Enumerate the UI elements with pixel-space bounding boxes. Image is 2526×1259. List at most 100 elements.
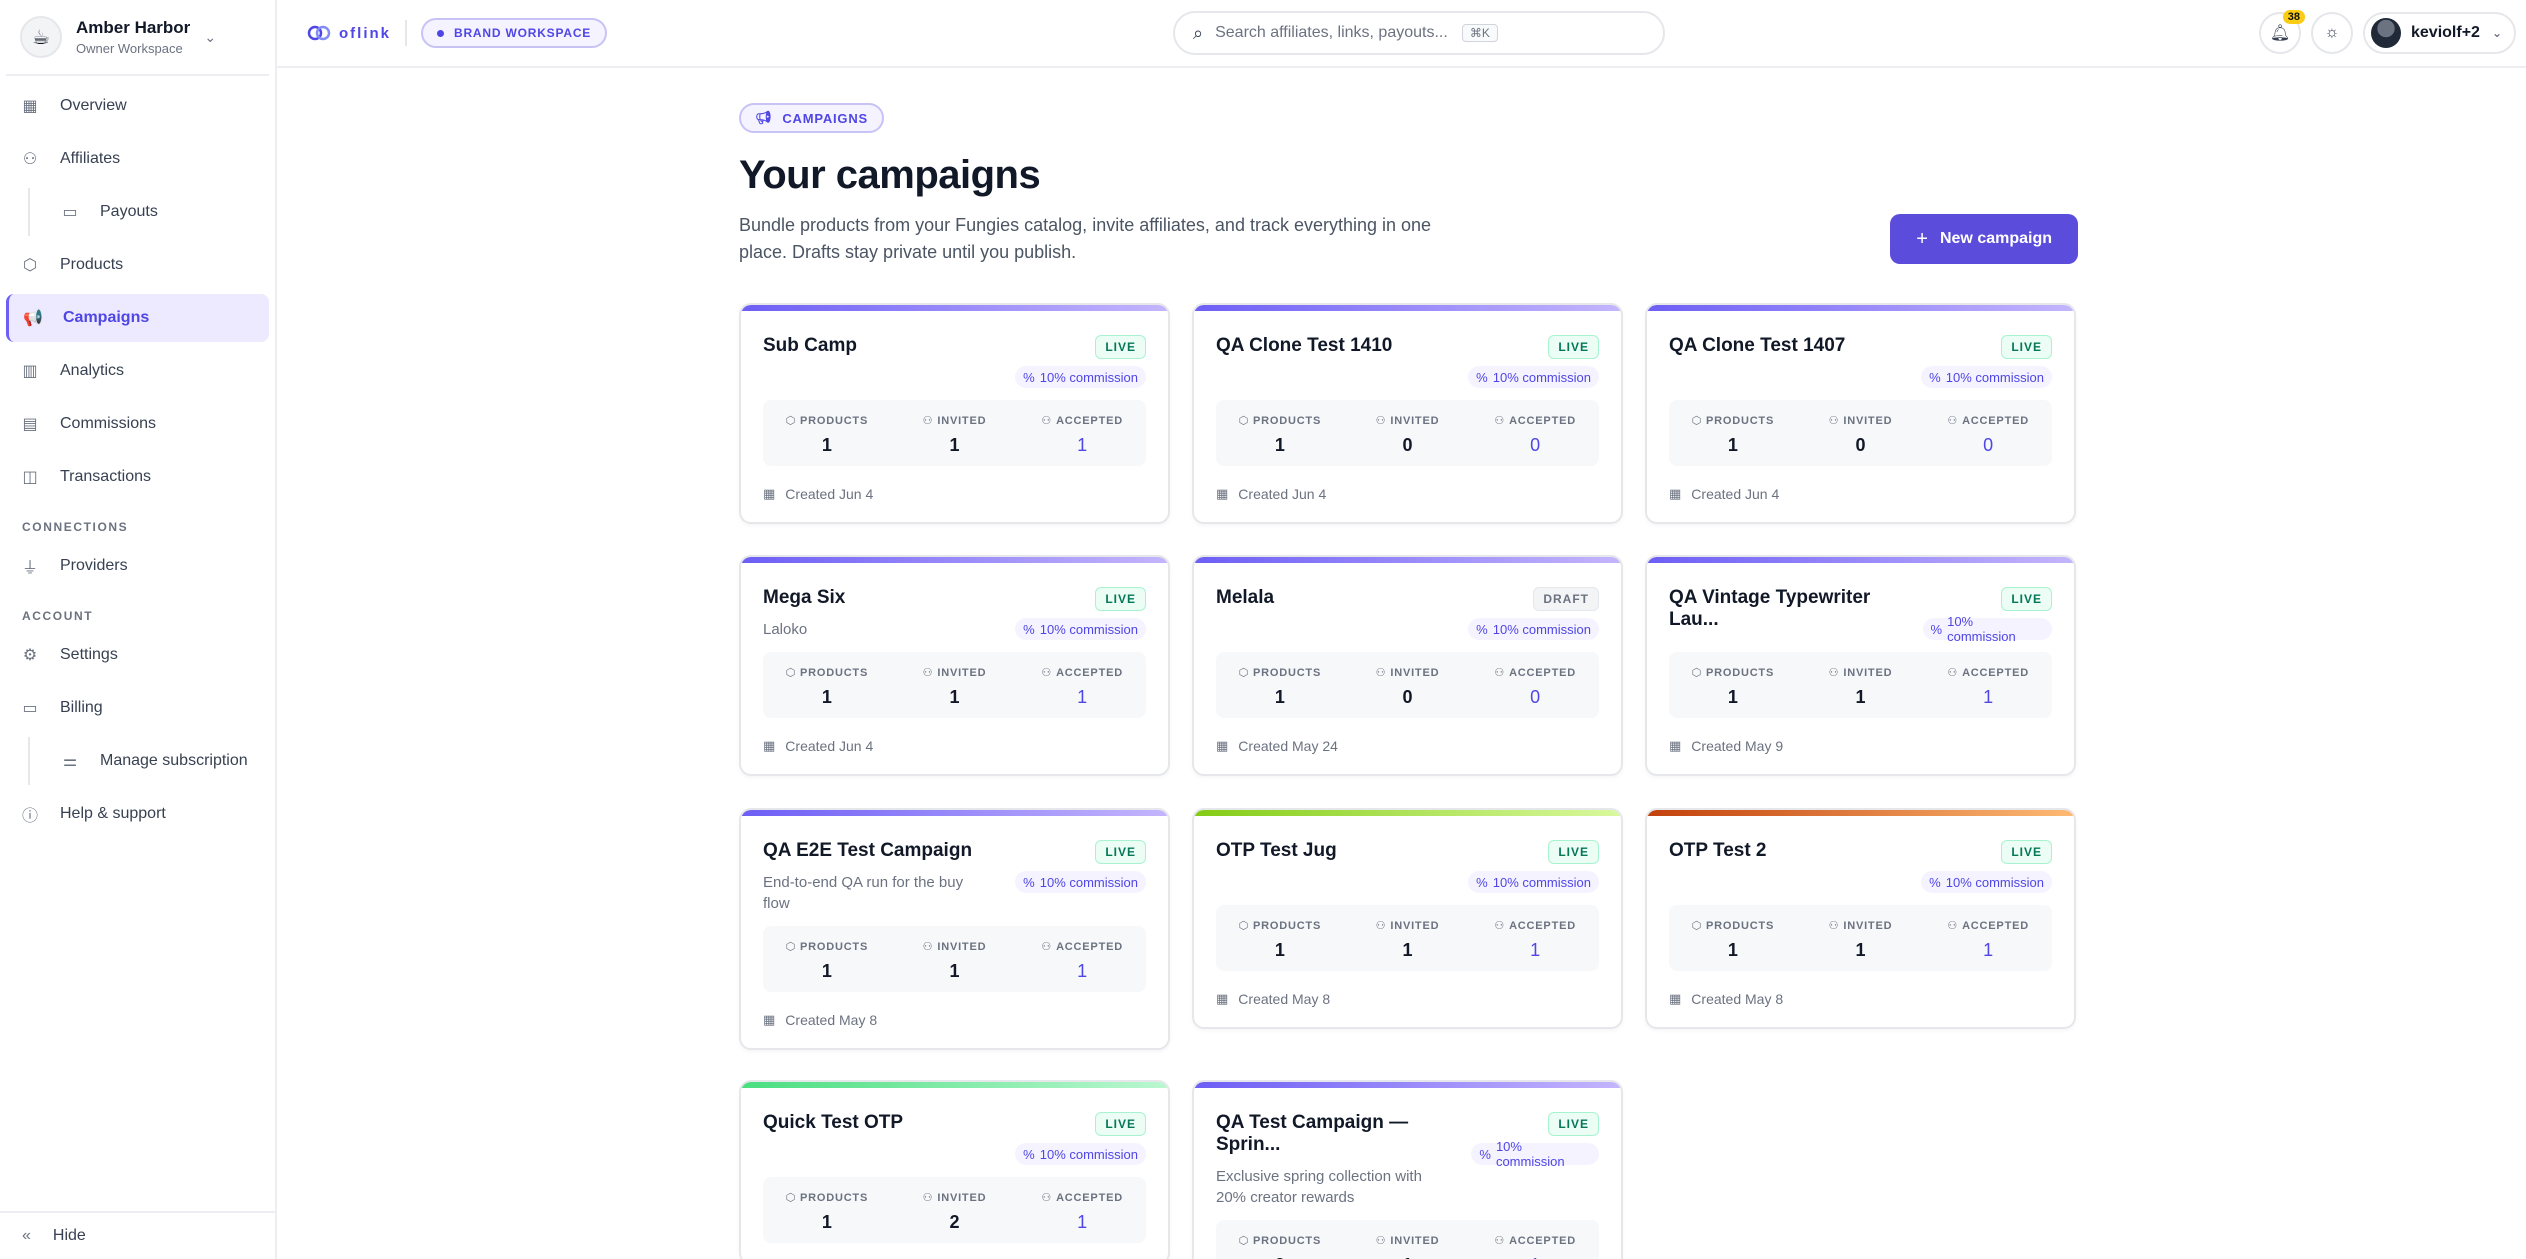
help-circle-icon: ⓘ (21, 808, 38, 825)
stat-products: ⬡ PRODUCTS 1 (1216, 414, 1344, 456)
search-shortcut: ⌘K (1461, 24, 1498, 42)
search-placeholder: Search affiliates, links, payouts... (1215, 24, 1448, 41)
hide-sidebar-button[interactable]: « Hide (0, 1211, 275, 1259)
stat-label: PRODUCTS (799, 415, 869, 427)
stat-label: INVITED (1390, 1235, 1440, 1247)
stat-value: 1 (1274, 435, 1285, 455)
campaign-card[interactable]: Melala DRAFT % 10% commission ⬡ PRODUCTS 1… (1192, 555, 1623, 776)
users-icon: ⚇ (1828, 920, 1840, 932)
sidebar-item-payouts[interactable]: ▭ Payouts (28, 188, 269, 236)
campaign-card[interactable]: OTP Test Jug LIVE % 10% commission ⬡ PRODU… (1192, 808, 1623, 1029)
commission-label: 10% commission (1945, 874, 2044, 890)
workspace-switcher[interactable]: ☕ Amber Harbor Owner Workspace ⌄ (6, 0, 269, 76)
created-date: ▦ Created May 8 (1216, 991, 1599, 1007)
credit-card-icon: ▭ (22, 700, 38, 717)
avatar (2371, 18, 2401, 48)
brand-workspace-pill[interactable]: BRAND WORKSPACE (421, 18, 608, 48)
stat-value: 1 (1855, 940, 1866, 960)
logo-text: oflink (339, 24, 391, 42)
created-date: ▦ Created Jun 4 (763, 738, 1146, 754)
stat-value: 1 (821, 1212, 832, 1232)
sidebar-item-commissions[interactable]: ▤ Commissions (6, 400, 269, 448)
stat-value: 1 (1727, 435, 1738, 455)
percent-icon: % (1023, 874, 1035, 890)
campaign-stats: ⬡ PRODUCTS 1 ⚇ INVITED 1 ⚇ ACCEPTED 1 (1669, 905, 2052, 971)
stat-value: 2 (949, 1212, 960, 1232)
sidebar-item-help[interactable]: ⓘ Help & support (6, 790, 269, 838)
percent-icon: % (1476, 369, 1488, 385)
users-icon: ⚇ (22, 151, 38, 168)
stat-value: 1 (1077, 961, 1088, 981)
sidebar-item-affiliates[interactable]: ⚇ Affiliates (6, 135, 269, 183)
stat-products: ⬡ PRODUCTS 1 (1669, 666, 1797, 708)
created-label: Created May 24 (1238, 738, 1338, 754)
package-icon: ⬡ (785, 941, 796, 953)
commission-badge: % 10% commission (1015, 871, 1146, 893)
campaign-card[interactable]: Sub Camp LIVE % 10% commission ⬡ PRODUCTS … (739, 303, 1170, 524)
campaign-title: Quick Test OTP (763, 1112, 904, 1133)
stat-accepted: ⚇ACCEPTED 1 (1018, 414, 1146, 456)
stat-label: PRODUCTS (1705, 920, 1775, 932)
megaphone-icon: 📢 (23, 310, 43, 327)
search-icon: ⌕ (1193, 22, 1204, 43)
stat-label: INVITED (1843, 415, 1893, 427)
campaign-card[interactable]: QA Clone Test 1407 LIVE % 10% commission … (1645, 303, 2076, 524)
sidebar-item-label: Help & support (60, 805, 166, 822)
sidebar-item-products[interactable]: ⬡ Products (6, 241, 269, 289)
percent-icon: % (1476, 621, 1488, 637)
stat-value: 0 (1402, 687, 1413, 707)
users-icon: ⚇ (1375, 415, 1387, 427)
notifications-button[interactable]: 🔔︎ 38 (2259, 10, 2305, 54)
sidebar-item-label: Providers (60, 557, 128, 574)
app-logo[interactable]: oflink (307, 23, 391, 43)
theme-toggle-button[interactable]: ☼ (2311, 12, 2353, 54)
chevrons-left-icon: « (22, 1227, 31, 1244)
divider (405, 20, 407, 46)
user-menu[interactable]: keviolf+2 ⌄ (2363, 12, 2516, 54)
campaign-card[interactable]: OTP Test 2 LIVE % 10% commission ⬡ PRODUCT… (1645, 808, 2076, 1029)
package-icon: ⬡ (785, 667, 796, 679)
status-badge: LIVE (1548, 335, 1599, 359)
sidebar-item-billing[interactable]: ▭ Billing (6, 684, 269, 732)
search-input[interactable]: ⌕ Search affiliates, links, payouts... ⌘… (1173, 11, 1665, 55)
stat-accepted: ⚇ACCEPTED 1 (1924, 919, 2052, 961)
commission-badge: % 10% commission (1468, 618, 1599, 640)
stat-value: 0 (1530, 687, 1541, 707)
stat-value: 1 (1855, 687, 1866, 707)
stat-label: ACCEPTED (1056, 415, 1123, 427)
campaign-card[interactable]: QA Vintage Typewriter Lau... LIVE % 10% c… (1645, 555, 2076, 776)
campaign-title: Mega Six (763, 587, 846, 608)
percent-icon: % (1930, 621, 1943, 637)
campaign-card[interactable]: QA Test Campaign — Sprin... Exclusive sp… (1192, 1080, 1623, 1259)
sidebar-item-settings[interactable]: ⚙ Settings (6, 631, 269, 679)
campaign-card[interactable]: Mega Six Laloko LIVE % 10% commission ⬡ PR… (739, 555, 1170, 776)
sidebar-item-transactions[interactable]: ◫ Transactions (6, 453, 269, 501)
new-campaign-button[interactable]: + New campaign (1890, 214, 2078, 264)
user-check-icon: ⚇ (1494, 415, 1506, 427)
user-check-icon: ⚇ (1494, 1235, 1506, 1247)
sidebar-item-overview[interactable]: ▦ Overview (6, 82, 269, 130)
sidebar-item-manage-subscription[interactable]: ⚌ Manage subscription (28, 737, 269, 785)
sidebar-item-providers[interactable]: ⏚ Providers (6, 542, 269, 590)
stat-accepted: ⚇ACCEPTED 1 (1471, 919, 1599, 961)
campaign-stats: ⬡ PRODUCTS 1 ⚇ INVITED 1 ⚇ ACCEPTED 1 (1216, 905, 1599, 971)
created-date: ▦ Created Jun 4 (1216, 486, 1599, 502)
campaign-description: Exclusive spring collection with 20% cre… (1216, 1168, 1422, 1206)
package-icon: ⬡ (785, 1192, 796, 1204)
stat-value: 1 (1471, 1255, 1599, 1259)
percent-icon: % (1023, 1146, 1035, 1162)
stat-value: 0 (1402, 435, 1413, 455)
stat-products: ⬡ PRODUCTS 1 (1669, 919, 1797, 961)
commission-badge: % 10% commission (1015, 1143, 1146, 1165)
campaign-card[interactable]: Quick Test OTP LIVE % 10% commission ⬡ PRO… (739, 1080, 1170, 1259)
bar-chart-icon: ▥ (22, 363, 38, 380)
campaign-card[interactable]: QA E2E Test Campaign End-to-end QA run f… (739, 808, 1170, 1050)
stat-products: ⬡ PRODUCTS 1 (1216, 919, 1344, 961)
receipt-icon: ▤ (22, 416, 38, 433)
sidebar-item-label: Campaigns (63, 309, 150, 326)
sidebar-item-analytics[interactable]: ▥ Analytics (6, 347, 269, 395)
card-accent-bar (1194, 557, 1621, 563)
campaign-card[interactable]: QA Clone Test 1410 LIVE % 10% commission … (1192, 303, 1623, 524)
sidebar-item-campaigns[interactable]: 📢 Campaigns (6, 294, 269, 342)
page-description: Bundle products from your Fungies catalo… (739, 215, 1432, 262)
